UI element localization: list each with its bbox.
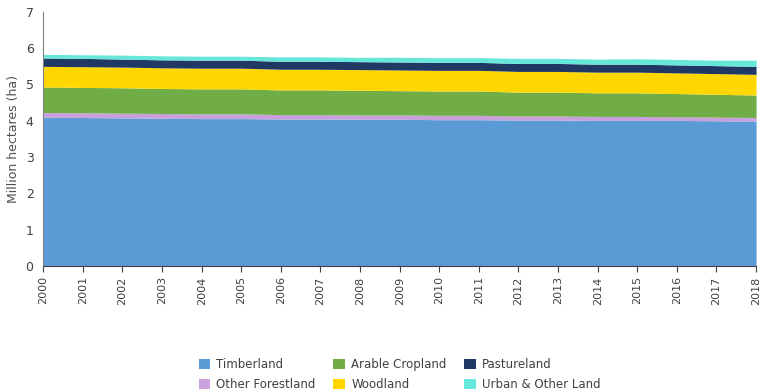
Legend: Timberland, Other Forestland, Arable Cropland, Woodland, Pastureland, Urban & Ot: Timberland, Other Forestland, Arable Cro…	[194, 353, 605, 391]
Y-axis label: Million hectares (ha): Million hectares (ha)	[7, 75, 20, 203]
